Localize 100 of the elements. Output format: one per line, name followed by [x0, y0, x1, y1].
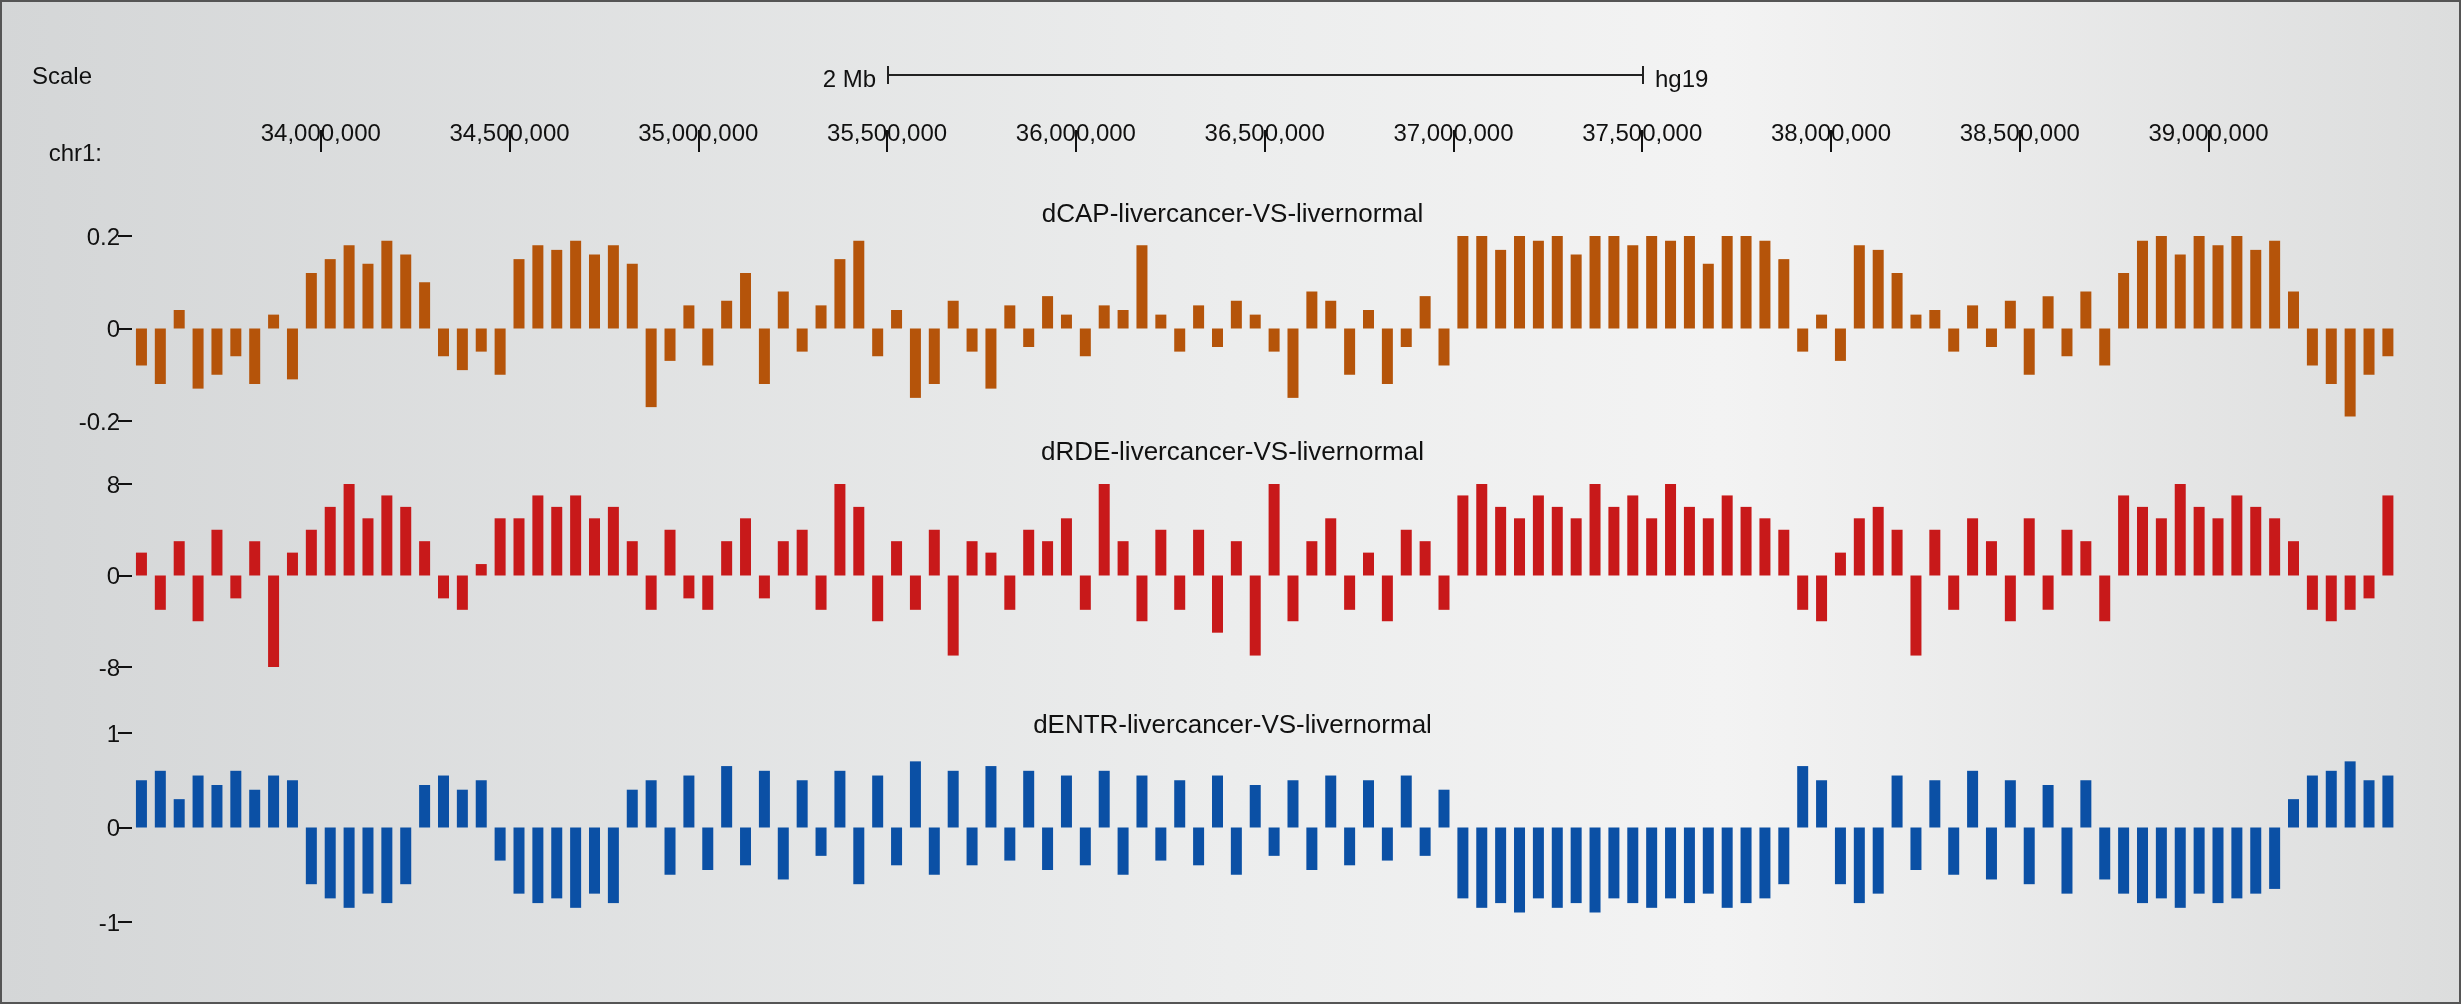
x-tick-label: 34,500,000 — [449, 118, 570, 146]
bar — [1060, 775, 1072, 828]
bar — [1646, 236, 1658, 329]
bar — [1759, 827, 1771, 899]
bar — [645, 575, 657, 610]
bar — [1797, 575, 1809, 610]
bar — [1778, 827, 1790, 885]
bar — [1117, 310, 1129, 329]
bar — [362, 518, 374, 576]
y-tick-label: -1 — [98, 908, 120, 936]
bar — [1910, 314, 1922, 329]
bar — [532, 245, 544, 329]
bar — [1514, 236, 1526, 329]
bar — [494, 827, 506, 861]
bar — [419, 784, 431, 828]
bar — [1816, 314, 1828, 329]
bar — [268, 775, 280, 828]
bar — [456, 575, 468, 610]
bar — [1438, 575, 1450, 610]
bar — [2080, 780, 2092, 828]
x-tick-label: 38,500,000 — [1959, 118, 2080, 146]
bar — [494, 328, 506, 375]
bar — [1344, 575, 1356, 610]
y-tick-label: 1 — [106, 719, 120, 747]
bar — [135, 780, 147, 828]
bar — [173, 541, 185, 576]
bar — [192, 328, 204, 389]
bar — [1759, 240, 1771, 329]
bar — [664, 529, 676, 576]
y-tick-label: 8 — [106, 470, 120, 498]
bar — [589, 518, 601, 576]
bar — [891, 827, 903, 866]
bar — [1249, 575, 1261, 656]
bar — [2288, 541, 2300, 576]
bar — [909, 761, 921, 828]
bar — [400, 254, 412, 329]
bar — [1004, 305, 1016, 329]
bar — [626, 789, 638, 828]
bar — [1532, 495, 1544, 576]
bar — [1589, 236, 1601, 329]
bar — [1495, 506, 1507, 576]
bar — [1514, 827, 1526, 913]
bar — [2363, 328, 2375, 375]
bar — [1532, 240, 1544, 329]
bar — [645, 328, 657, 408]
bar — [1230, 827, 1242, 875]
bar — [1665, 484, 1677, 576]
bar — [2118, 827, 2130, 894]
bar — [1230, 300, 1242, 329]
bar — [362, 827, 374, 894]
bar — [1551, 827, 1563, 908]
bar — [192, 775, 204, 828]
bar — [853, 827, 865, 885]
bar — [683, 305, 695, 329]
bar — [286, 552, 298, 576]
bar — [2382, 775, 2394, 828]
bar — [834, 770, 846, 828]
bar — [1514, 518, 1526, 576]
bar — [419, 282, 431, 329]
bar — [1211, 328, 1223, 347]
bar — [607, 827, 619, 904]
bar — [1608, 506, 1620, 576]
bar — [1910, 827, 1922, 871]
bar — [1419, 296, 1431, 329]
bar — [872, 575, 884, 622]
bar — [1910, 575, 1922, 656]
bar — [2269, 518, 2281, 576]
bar — [966, 541, 978, 576]
bar — [570, 495, 582, 576]
bar — [1683, 236, 1695, 329]
bar — [1608, 236, 1620, 329]
bar — [1476, 484, 1488, 576]
bar — [1098, 484, 1110, 576]
bar — [400, 827, 412, 885]
bar — [1211, 575, 1223, 633]
bar — [211, 784, 223, 828]
x-tick-label: 35,000,000 — [638, 118, 759, 146]
bar — [437, 575, 449, 599]
bar — [1834, 827, 1846, 885]
text: 2 Mb — [822, 64, 876, 92]
bar — [2023, 827, 2035, 885]
bar — [777, 291, 789, 329]
bar — [1646, 518, 1658, 576]
x-tick-label: 37,000,000 — [1393, 118, 1514, 146]
bar — [1872, 249, 1884, 329]
bar — [1155, 827, 1167, 861]
bar — [815, 827, 827, 856]
bar — [513, 259, 525, 329]
bar — [1155, 314, 1167, 329]
y-tick-label: -8 — [98, 653, 120, 681]
bar — [1665, 827, 1677, 899]
bar — [1042, 296, 1054, 329]
bar — [2004, 575, 2016, 622]
bar — [1891, 775, 1903, 828]
bar — [475, 780, 487, 828]
bar — [1230, 541, 1242, 576]
bar — [1627, 245, 1639, 329]
bar — [456, 328, 468, 371]
bar — [305, 827, 317, 885]
chart-title: dENTR-livercancer-VS-livernormal — [1033, 709, 1432, 739]
